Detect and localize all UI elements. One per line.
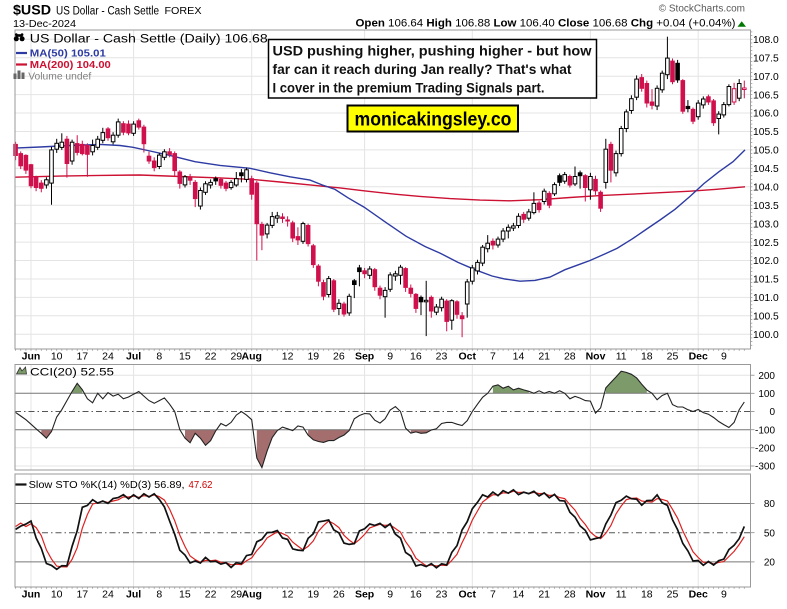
svg-text:22: 22: [205, 589, 217, 601]
svg-text:103.5: 103.5: [753, 201, 779, 212]
svg-text:Jun: Jun: [22, 351, 41, 363]
svg-text:29: 29: [230, 351, 242, 363]
svg-text:106.0: 106.0: [753, 109, 779, 120]
svg-text:21: 21: [538, 351, 550, 363]
svg-text:7: 7: [490, 351, 496, 363]
svg-text:9: 9: [387, 351, 393, 363]
svg-text:105.0: 105.0: [753, 146, 779, 157]
svg-text:9: 9: [721, 351, 727, 363]
svg-text:50: 50: [764, 528, 776, 539]
svg-text:80: 80: [764, 499, 776, 510]
svg-text:USD pushing higher, pushing hi: USD pushing higher, pushing higher - but…: [273, 43, 592, 59]
svg-text:107.5: 107.5: [753, 53, 779, 64]
svg-text:108.0: 108.0: [753, 35, 779, 46]
svg-text:US Dollar - Cash Settle: US Dollar - Cash Settle: [56, 6, 159, 18]
svg-text:104.0: 104.0: [753, 183, 779, 194]
svg-text:12: 12: [282, 351, 294, 363]
svg-text:13-Dec-2024: 13-Dec-2024: [13, 19, 76, 30]
svg-text:far can it reach during Jan re: far can it reach during Jan really? That…: [273, 61, 572, 77]
svg-text:-100: -100: [755, 425, 775, 436]
svg-text:8: 8: [156, 589, 162, 601]
svg-text:29: 29: [230, 589, 242, 601]
svg-text:26: 26: [333, 589, 345, 601]
svg-text:11: 11: [616, 351, 627, 363]
svg-text:Sep: Sep: [355, 589, 374, 601]
svg-text:I cover in the premium Trading: I cover in the premium Trading Signals p…: [273, 80, 545, 96]
svg-text:9: 9: [387, 589, 393, 601]
svg-text:10: 10: [51, 351, 63, 363]
svg-text:Jul: Jul: [126, 589, 141, 601]
svg-text:25: 25: [667, 351, 679, 363]
svg-text:105.5: 105.5: [753, 127, 779, 138]
svg-text:Dec: Dec: [689, 589, 708, 601]
svg-text:19: 19: [307, 351, 319, 363]
svg-text:Dec: Dec: [689, 351, 708, 363]
svg-text:17: 17: [76, 351, 88, 363]
svg-text:Jun: Jun: [22, 589, 41, 601]
svg-text:-200: -200: [755, 443, 775, 454]
svg-text:7: 7: [490, 589, 496, 601]
svg-text:20: 20: [764, 558, 776, 569]
svg-text:0: 0: [769, 407, 775, 418]
svg-text:12: 12: [282, 589, 294, 601]
svg-text:47.62: 47.62: [189, 479, 213, 491]
svg-text:100.5: 100.5: [753, 312, 779, 323]
svg-text:200: 200: [758, 371, 775, 382]
svg-text:Volume undef: Volume undef: [28, 71, 91, 83]
svg-text:100.0: 100.0: [753, 330, 779, 341]
svg-text:Nov: Nov: [586, 351, 606, 363]
svg-text:100: 100: [758, 389, 775, 400]
svg-text:Aug: Aug: [241, 589, 261, 601]
svg-text:Slow STO %K(14) %D(3) 56.89,: Slow STO %K(14) %D(3) 56.89,: [29, 479, 185, 491]
svg-text:106.5: 106.5: [753, 90, 779, 101]
svg-text:24: 24: [102, 589, 114, 601]
svg-text:28: 28: [564, 351, 576, 363]
svg-text:Nov: Nov: [586, 589, 606, 601]
svg-text:10: 10: [51, 589, 63, 601]
svg-text:28: 28: [564, 589, 576, 601]
svg-text:23: 23: [436, 351, 448, 363]
svg-text:US Dollar - Cash Settle (Daily: US Dollar - Cash Settle (Daily) 106.68: [30, 34, 268, 46]
svg-text:8: 8: [156, 351, 162, 363]
svg-text:FOREX: FOREX: [165, 6, 202, 17]
svg-text:© StockCharts.com: © StockCharts.com: [659, 4, 745, 15]
svg-text:18: 18: [641, 589, 653, 601]
svg-text:9: 9: [721, 589, 727, 601]
svg-text:101.0: 101.0: [753, 293, 779, 304]
svg-text:15: 15: [179, 351, 191, 363]
svg-text:104.5: 104.5: [753, 164, 779, 175]
svg-text:-300: -300: [755, 462, 775, 473]
svg-text:26: 26: [333, 351, 345, 363]
svg-text:103.0: 103.0: [753, 219, 779, 230]
svg-text:16: 16: [410, 589, 422, 601]
svg-text:22: 22: [205, 351, 217, 363]
svg-text:Open 106.64 High 106.88 Low 10: Open 106.64 High 106.88 Low 106.40 Close…: [356, 18, 736, 30]
svg-text:15: 15: [179, 589, 191, 601]
svg-text:11: 11: [616, 589, 627, 601]
svg-text:17: 17: [76, 589, 88, 601]
svg-text:102.5: 102.5: [753, 238, 779, 249]
svg-text:$USD: $USD: [13, 3, 51, 18]
svg-text:14: 14: [513, 589, 525, 601]
svg-text:Oct: Oct: [458, 351, 476, 363]
svg-text:25: 25: [667, 589, 679, 601]
svg-text:monicakingsley.co: monicakingsley.co: [355, 110, 512, 131]
svg-text:24: 24: [102, 351, 114, 363]
svg-text:MA(200) 104.00: MA(200) 104.00: [30, 59, 111, 71]
svg-text:101.5: 101.5: [753, 275, 779, 286]
svg-text:Jul: Jul: [126, 351, 141, 363]
svg-text:CCI(20) 52.55: CCI(20) 52.55: [30, 367, 114, 379]
svg-text:MA(50) 105.01: MA(50) 105.01: [30, 48, 106, 60]
svg-text:102.0: 102.0: [753, 256, 779, 267]
svg-text:Oct: Oct: [458, 589, 476, 601]
svg-text:107.0: 107.0: [753, 72, 779, 83]
svg-text:19: 19: [307, 589, 319, 601]
svg-text:18: 18: [641, 351, 653, 363]
svg-text:Aug: Aug: [241, 351, 261, 363]
svg-text:14: 14: [513, 351, 525, 363]
svg-text:21: 21: [538, 589, 550, 601]
svg-text:Sep: Sep: [355, 351, 374, 363]
svg-text:16: 16: [410, 351, 422, 363]
svg-text:23: 23: [436, 589, 448, 601]
